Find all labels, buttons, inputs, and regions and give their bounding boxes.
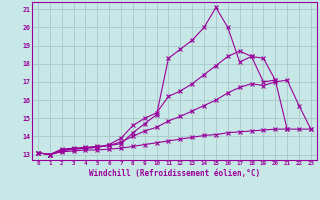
X-axis label: Windchill (Refroidissement éolien,°C): Windchill (Refroidissement éolien,°C) [89,169,260,178]
